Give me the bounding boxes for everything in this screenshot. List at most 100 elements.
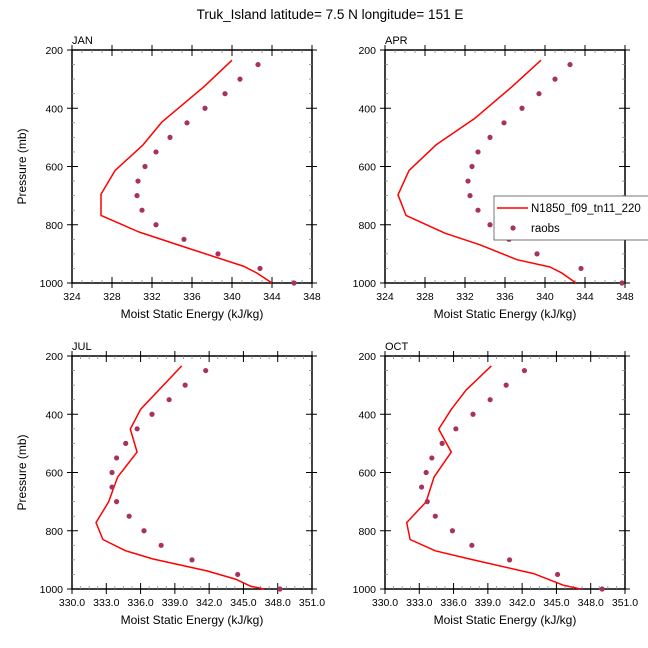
- y-tick-label: 600: [358, 468, 376, 480]
- panel-label: APR: [385, 35, 408, 47]
- raobs-point: [487, 397, 493, 403]
- raobs-point: [439, 440, 445, 446]
- x-tick-label: 348.0: [578, 597, 604, 609]
- y-tick-label: 1000: [40, 584, 64, 596]
- raobs-point: [141, 528, 147, 534]
- raobs-point: [453, 426, 459, 432]
- x-tick-label: 324: [376, 291, 394, 303]
- figure-title: Truk_Island latitude= 7.5 N longitude= 1…: [197, 7, 464, 22]
- raobs-point: [501, 120, 507, 126]
- y-tick-label: 600: [358, 162, 376, 174]
- x-tick-label: 344: [263, 291, 281, 303]
- x-tick-label: 336.0: [127, 597, 153, 609]
- raobs-point: [139, 207, 145, 213]
- x-tick-label: 345.0: [543, 597, 569, 609]
- x-tick-label: 351.0: [612, 597, 638, 609]
- raobs-point: [149, 411, 155, 417]
- y-axis-label: Pressure (mb): [15, 128, 29, 204]
- y-tick-label: 800: [358, 526, 376, 538]
- plot-frame: [384, 355, 626, 590]
- x-tick-label: 332: [456, 291, 474, 303]
- raobs-point: [424, 499, 430, 505]
- x-tick-label: 348.0: [265, 597, 291, 609]
- raobs-point: [134, 426, 140, 432]
- panel-apr: APR 324 328 332 336 340 344 348 200 400 600 800 1000…: [353, 35, 634, 321]
- x-axis-label: Moist Static Energy (kJ/kg): [121, 613, 264, 627]
- raobs-point: [469, 542, 475, 548]
- x-axis-label: Moist Static Energy (kJ/kg): [121, 307, 264, 321]
- raobs-point: [123, 440, 129, 446]
- y-tick-label: 400: [358, 103, 376, 115]
- x-tick-label: 336: [183, 291, 201, 303]
- panel-jan: JAN 324 328 332 336 340 344 348 200 400 600 800 1000…: [15, 35, 321, 321]
- raobs-point: [113, 499, 120, 505]
- raobs-point: [519, 105, 525, 111]
- raobs-point: [578, 265, 584, 272]
- raobs-point: [235, 571, 241, 578]
- raobs-point: [202, 105, 208, 111]
- panel-label: JUL: [72, 341, 92, 353]
- y-tick-label: 200: [358, 45, 376, 57]
- raobs-point: [126, 513, 132, 519]
- raobs-point: [237, 76, 243, 82]
- plot-frame: [71, 49, 313, 284]
- raobs-point: [418, 484, 425, 490]
- raobs-point: [158, 542, 164, 548]
- model-line-series: [95, 365, 265, 590]
- raobs-point: [257, 265, 263, 272]
- raobs-point: [184, 120, 190, 126]
- x-tick-label: 330.0: [59, 597, 85, 609]
- x-tick-label: 348: [303, 291, 321, 303]
- panel-label: JAN: [72, 35, 93, 47]
- x-tick-label: 345.0: [230, 597, 256, 609]
- y-tick-label: 1000: [40, 278, 64, 290]
- x-tick-label: 328: [103, 291, 121, 303]
- y-tick-label: 800: [358, 220, 376, 232]
- raobs-point: [423, 469, 429, 476]
- raobs-point: [222, 91, 228, 97]
- model-line-series: [397, 59, 577, 284]
- raobs-point: [521, 367, 528, 374]
- raobs-point: [134, 193, 140, 199]
- x-tick-label: 332: [143, 291, 161, 303]
- y-tick-label: 400: [358, 409, 376, 421]
- x-tick-label: 336: [496, 291, 514, 303]
- legend-box: [493, 195, 648, 241]
- model-line-series: [405, 365, 581, 590]
- y-tick-label: 800: [45, 220, 63, 232]
- x-tick-label: 336.0: [440, 597, 466, 609]
- raobs-point: [166, 397, 172, 403]
- x-tick-label: 348: [616, 291, 634, 303]
- raobs-point: [470, 411, 476, 417]
- raobs-point: [429, 455, 435, 461]
- raobs-point: [506, 557, 513, 563]
- y-tick-label: 200: [358, 351, 376, 363]
- raobs-point: [215, 251, 221, 257]
- x-tick-label: 339.0: [475, 597, 501, 609]
- y-tick-label: 200: [45, 45, 63, 57]
- raobs-point: [189, 557, 195, 563]
- x-axis-label: Moist Static Energy (kJ/kg): [434, 307, 577, 321]
- raobs-point: [449, 528, 456, 534]
- raobs-point: [475, 207, 481, 213]
- legend: N1850_f09_tn11_220 raobs: [493, 195, 648, 241]
- x-tick-label: 333.0: [406, 597, 432, 609]
- raobs-point: [109, 484, 115, 490]
- panel-oct: OCT 330.0 333.0 336.0 339.0 342.0 345.0 348.0 35…: [353, 341, 639, 627]
- y-tick-label: 400: [45, 103, 63, 115]
- raobs-point: [153, 222, 159, 228]
- x-tick-label: 324: [63, 291, 81, 303]
- y-tick-label: 400: [45, 409, 63, 421]
- raobs-point: [475, 149, 481, 155]
- raobs-point: [277, 586, 283, 592]
- raobs-point: [552, 76, 558, 82]
- x-tick-label: 328: [416, 291, 434, 303]
- raobs-point: [536, 91, 542, 97]
- plot-frame: [384, 49, 626, 284]
- raobs-point: [113, 455, 120, 461]
- raobs-point: [469, 163, 475, 170]
- x-tick-label: 342.0: [509, 597, 535, 609]
- raobs-point: [503, 382, 509, 388]
- raobs-point: [487, 222, 493, 228]
